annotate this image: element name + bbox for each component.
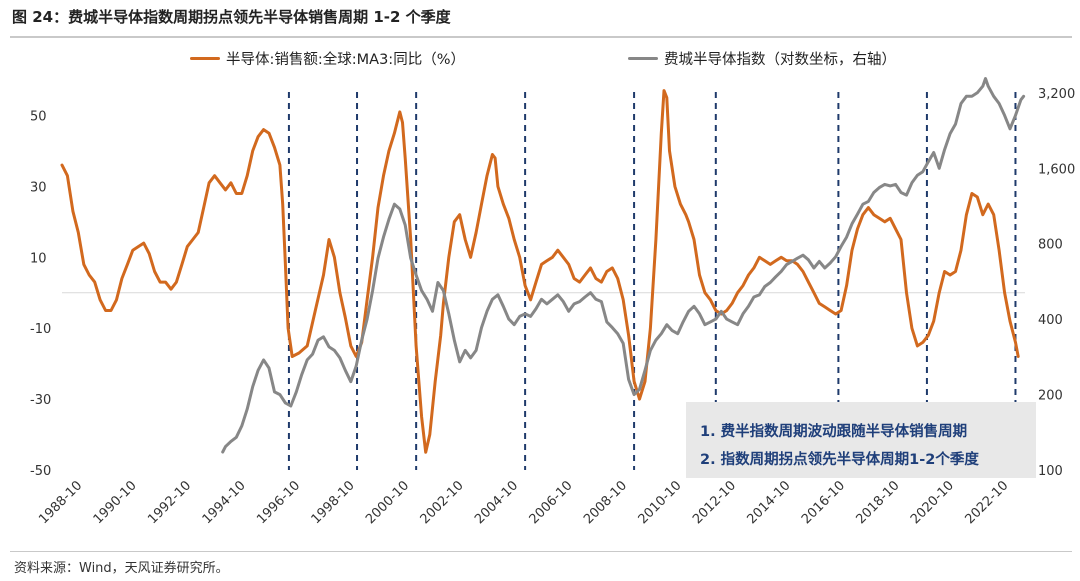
x-tick-9: 2006-10 xyxy=(527,478,576,527)
y-right-tick-3: 400 xyxy=(1038,313,1063,328)
annotation-line-1: 1. 费半指数周期波动跟随半导体销售周期 xyxy=(700,424,968,440)
x-tick-1: 1990-10 xyxy=(91,478,140,527)
legend-label-sales: 半导体:销售额:全球:MA3:同比（%） xyxy=(226,52,465,68)
series-line-sales xyxy=(60,89,1020,454)
x-tick-12: 2012-10 xyxy=(690,478,739,527)
annotation-line-2: 2. 指数周期拐点领先半导体周期1-2个季度 xyxy=(700,452,979,468)
y-right-tick-2: 800 xyxy=(1038,238,1063,253)
y-left-tick-1: 30 xyxy=(30,180,47,195)
x-tick-3: 1994-10 xyxy=(200,478,249,527)
y-left-tick-4: -30 xyxy=(30,393,51,408)
chart-title: 图 24：费城半导体指数周期拐点领先半导体销售周期 1-2 个季度 xyxy=(12,8,451,26)
y-right-tick-5: 100 xyxy=(1038,464,1063,479)
title-divider xyxy=(10,36,1072,38)
y-right-tick-1: 1,600 xyxy=(1038,162,1075,177)
y-left-tick-3: -10 xyxy=(30,322,51,337)
x-tick-13: 2014-10 xyxy=(745,478,794,527)
x-tick-6: 2000-10 xyxy=(363,478,412,527)
legend-swatch-sales xyxy=(190,57,220,60)
x-tick-2: 1992-10 xyxy=(145,478,194,527)
source-divider xyxy=(10,551,1072,552)
y-left-tick-0: 50 xyxy=(30,109,47,124)
x-tick-8: 2004-10 xyxy=(472,478,521,527)
series-line-index xyxy=(221,77,1026,454)
y-left-tick-5: -50 xyxy=(30,464,51,479)
x-tick-11: 2010-10 xyxy=(636,478,685,527)
legend-swatch-index xyxy=(628,57,658,60)
y-left-tick-2: 10 xyxy=(30,251,47,266)
annotation-box xyxy=(686,402,1036,478)
x-tick-14: 2016-10 xyxy=(799,478,848,527)
source-note: 资料来源：Wind，天风证券研究所。 xyxy=(14,561,229,576)
x-tick-0: 1988-10 xyxy=(36,478,85,527)
x-tick-16: 2020-10 xyxy=(908,478,957,527)
legend-item-index: 费城半导体指数（对数坐标，右轴） xyxy=(628,48,896,69)
x-tick-7: 2002-10 xyxy=(418,478,467,527)
x-tick-10: 2008-10 xyxy=(581,478,630,527)
x-tick-4: 1996-10 xyxy=(254,478,303,527)
legend-item-sales: 半导体:销售额:全球:MA3:同比（%） xyxy=(190,48,465,69)
y-right-tick-4: 200 xyxy=(1038,389,1063,404)
legend-label-index: 费城半导体指数（对数坐标，右轴） xyxy=(664,52,896,68)
x-tick-5: 1998-10 xyxy=(309,478,358,527)
x-tick-17: 2022-10 xyxy=(962,478,1011,527)
x-tick-15: 2018-10 xyxy=(853,478,902,527)
y-right-tick-0: 3,200 xyxy=(1038,87,1075,102)
